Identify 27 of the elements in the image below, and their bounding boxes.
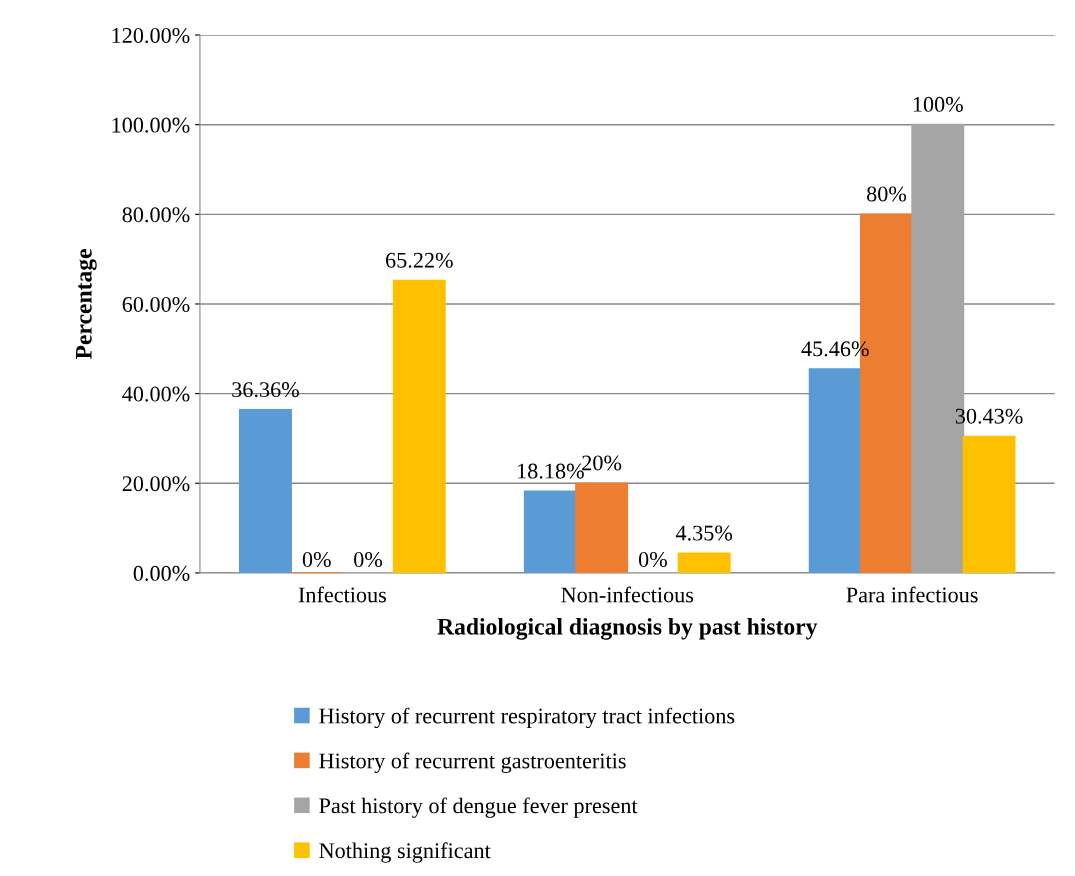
legend-label: History of recurrent respiratory tract infections bbox=[319, 707, 735, 729]
y-tick-label: 120.00% bbox=[112, 27, 190, 44]
y-tick-label: 80.00% bbox=[122, 207, 190, 223]
y-tick-label: 20.00% bbox=[122, 476, 190, 492]
x-tick-label: Infectious bbox=[298, 586, 387, 603]
y-tick-label: 100.00% bbox=[112, 117, 190, 133]
data-label: 30.43% bbox=[955, 408, 1023, 424]
data-label: 80% bbox=[866, 186, 907, 202]
data-label: 65.22% bbox=[386, 252, 453, 268]
data-label: 0% bbox=[638, 552, 667, 568]
data-label: 0% bbox=[354, 552, 383, 568]
data-label: 20% bbox=[582, 455, 622, 471]
legend-label: Past history of dengue fever present bbox=[319, 797, 638, 818]
data-label: 18.18% bbox=[518, 463, 584, 479]
x-axis-title: Radiological diagnosis by past history bbox=[437, 618, 818, 640]
y-tick-label: 40.00% bbox=[122, 386, 190, 402]
legend-label: History of recurrent gastroenteritis bbox=[319, 752, 626, 773]
y-tick-label: 60.00% bbox=[122, 296, 190, 312]
data-label: 36.36% bbox=[232, 382, 299, 398]
data-label: 100% bbox=[913, 96, 963, 112]
y-tick-label: 0.00% bbox=[133, 565, 190, 581]
data-label: 4.35% bbox=[675, 525, 733, 541]
y-axis-title: Percentage bbox=[76, 249, 97, 360]
x-tick-label: Para infectious bbox=[846, 586, 978, 603]
legend-label: Nothing significant bbox=[319, 842, 491, 863]
data-label: 0% bbox=[302, 552, 331, 568]
x-tick-label: Non-infectious bbox=[561, 586, 694, 603]
